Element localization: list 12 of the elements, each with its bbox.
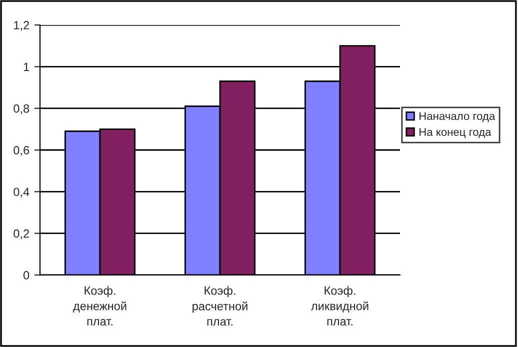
y-tick-label: 1,2 [14, 21, 29, 31]
y-tick-label: 0,6 [14, 146, 30, 156]
y-tick-label: 1 [24, 62, 30, 71]
legend-label: На конец года [420, 128, 492, 138]
y-tick-label: 0 [23, 271, 30, 280]
x-tick-label: Коэф. расчетной плат. [192, 286, 248, 326]
y-tick-label: 0,4 [14, 188, 30, 198]
x-tick-label: Коэф. ликвидной плат. [311, 286, 368, 326]
y-tick-label: 0,8 [14, 104, 30, 114]
legend-label: Наначало года [420, 112, 496, 122]
x-tick-label: Коэф. денежной плат. [73, 286, 126, 326]
y-tick-label: 0,2 [14, 229, 29, 240]
